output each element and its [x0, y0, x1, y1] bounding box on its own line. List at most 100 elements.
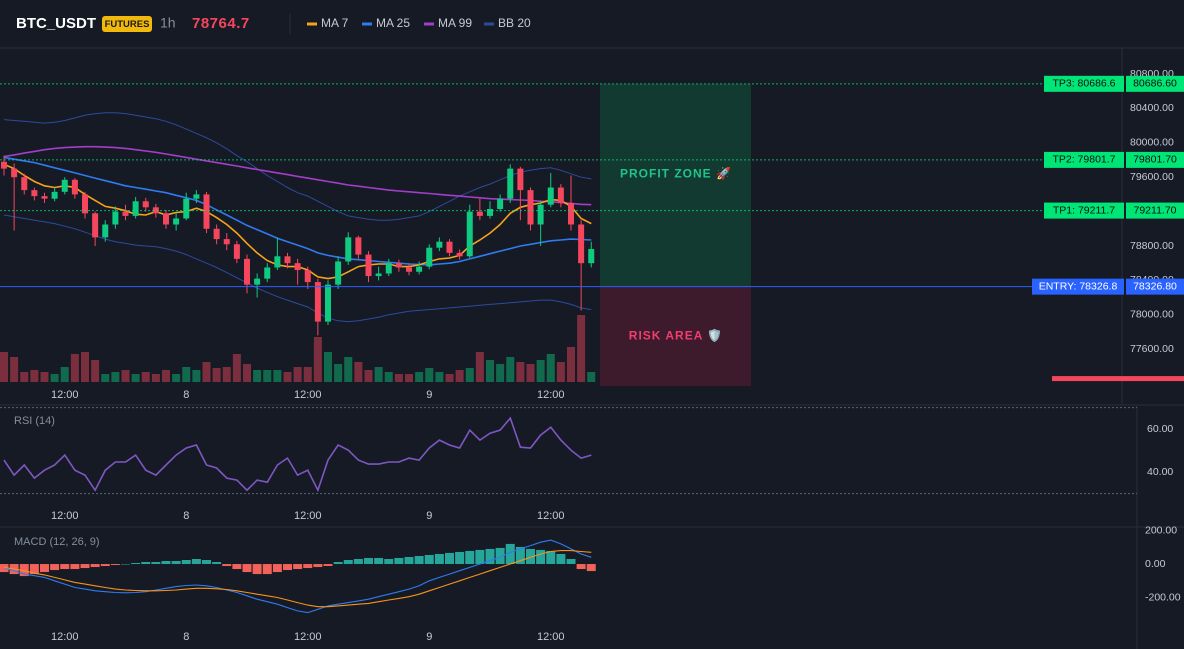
volume-bar — [334, 364, 343, 382]
volume-bar — [516, 362, 525, 382]
level-label-bg — [1044, 75, 1124, 92]
y-tick-label: 200.00 — [1145, 524, 1177, 536]
macd-hist — [424, 554, 434, 565]
macd-hist — [90, 564, 100, 568]
candle-body — [61, 179, 68, 192]
candle-body — [446, 241, 453, 253]
volume-bar — [324, 352, 332, 382]
macd-hist — [293, 564, 303, 570]
level-axis-bg — [1126, 202, 1184, 219]
y-tick-label: 79600.00 — [1130, 171, 1174, 183]
volume-bar — [212, 368, 221, 382]
candle-body — [547, 187, 554, 205]
volume-bar — [101, 374, 110, 382]
volume-bar — [506, 357, 515, 382]
level-label: ENTRY: 78326.8 — [1039, 280, 1118, 292]
macd-hist — [242, 564, 252, 573]
macd-line — [3, 550, 592, 608]
candle-body — [132, 201, 139, 216]
candle-body — [213, 228, 220, 240]
macd-hist — [50, 564, 60, 571]
bb-line — [3, 112, 592, 221]
x-tick-label: 12:00 — [537, 631, 565, 643]
volume-bar — [81, 352, 89, 382]
candle-body — [345, 237, 352, 262]
macd-hist — [546, 550, 556, 565]
volume-bar — [70, 354, 79, 382]
candle-body — [51, 191, 58, 199]
candle-body — [406, 267, 412, 272]
volume-bar — [526, 364, 535, 382]
zone — [600, 83, 751, 287]
macd-hist — [151, 562, 161, 565]
zone — [600, 286, 751, 387]
macd-hist — [384, 558, 394, 565]
volume-bar — [546, 354, 555, 382]
candle-body — [71, 179, 78, 195]
macd-hist — [171, 561, 181, 565]
x-tick-label: 12:00 — [294, 510, 322, 522]
volume-bar — [111, 372, 120, 382]
macd-hist — [121, 564, 130, 565]
level-label: TP1: 79211.7 — [1053, 204, 1115, 216]
candle-body — [497, 198, 504, 210]
candle-body — [436, 241, 443, 248]
macd-hist — [110, 564, 120, 566]
volume-bar — [232, 354, 241, 382]
volume-bar — [192, 370, 201, 382]
volume-bar — [445, 374, 454, 382]
volume-bar — [364, 370, 373, 382]
rsi-title: RSI (14) — [14, 415, 55, 427]
macd-hist — [333, 562, 343, 565]
y-tick-label: 80400.00 — [1130, 102, 1174, 114]
level-axis-label: 80686.60 — [1133, 78, 1177, 90]
candle-body — [284, 256, 291, 264]
candle-body — [183, 198, 190, 219]
macd-hist — [262, 564, 272, 575]
volume-bar — [121, 370, 130, 382]
x-tick-label: 9 — [426, 389, 432, 401]
macd-hist — [374, 557, 384, 565]
candle-body — [223, 239, 230, 245]
y-tick-label: 40.00 — [1147, 466, 1173, 478]
macd-hist — [526, 548, 535, 565]
macd-hist — [404, 556, 414, 565]
legend-label: MA 99 — [438, 16, 472, 30]
volume-bar — [182, 367, 191, 382]
macd-hist — [202, 559, 211, 565]
candle-body — [112, 211, 119, 225]
volume-bar — [50, 374, 59, 382]
candle-body — [517, 168, 524, 191]
macd-hist — [536, 549, 546, 565]
candle-body — [466, 211, 473, 257]
macd-hist — [586, 564, 596, 572]
candle-body — [416, 266, 423, 272]
zone-label: PROFIT ZONE 🚀 — [620, 166, 732, 180]
y-tick-label: 80000.00 — [1130, 137, 1174, 149]
macd-hist — [515, 546, 525, 565]
macd-hist — [505, 543, 515, 565]
volume-bar — [496, 364, 505, 382]
interval[interactable]: 1h — [160, 15, 176, 31]
level-axis-label: 79801.70 — [1133, 154, 1177, 166]
macd-hist — [272, 564, 282, 573]
volume-bar — [253, 370, 262, 382]
candle-body — [456, 252, 463, 257]
volume-bar — [556, 362, 565, 382]
ma-line — [3, 156, 592, 266]
x-tick-label: 12:00 — [294, 631, 322, 643]
macd-hist — [212, 562, 222, 565]
volume-bar — [91, 360, 100, 382]
level-axis-bg — [1126, 278, 1184, 295]
macd-hist — [414, 555, 424, 565]
x-tick-label: 8 — [183, 510, 189, 522]
macd-hist — [455, 551, 465, 565]
macd-hist — [29, 564, 39, 575]
candle-body — [325, 284, 331, 322]
macd-hist — [303, 564, 313, 569]
candle-body — [173, 218, 180, 225]
candle-body — [588, 249, 595, 264]
candle-body — [507, 168, 514, 199]
candle-body — [568, 203, 574, 225]
macd-hist — [181, 559, 191, 565]
